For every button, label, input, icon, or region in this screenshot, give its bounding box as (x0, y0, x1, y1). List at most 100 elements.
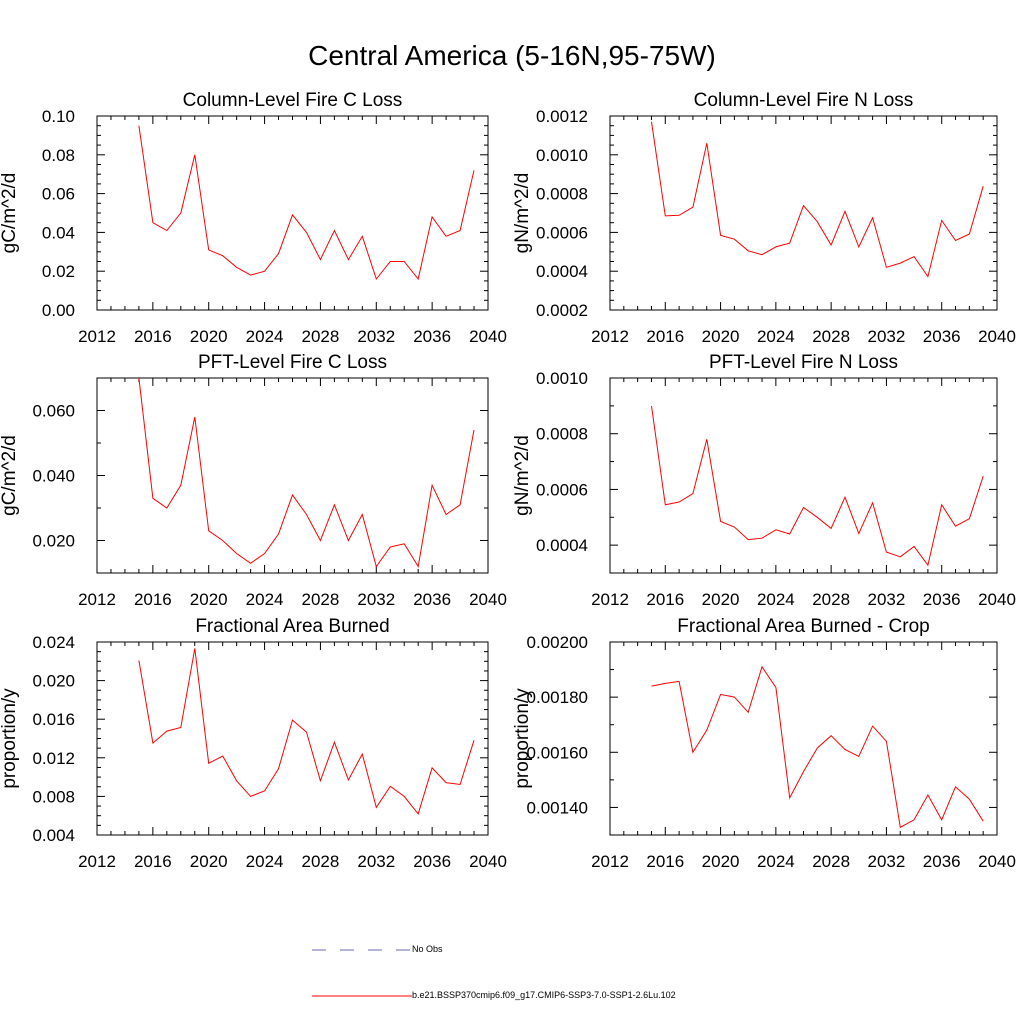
x-tick-label: 2024 (246, 590, 284, 609)
series-line (651, 121, 984, 278)
series-line (138, 378, 475, 568)
x-tick-label: 2032 (357, 327, 395, 346)
chart-panel-1: Column-Level Fire C Loss gC/m^2/d 2012 2016… (0, 90, 507, 346)
plot-frame (96, 377, 489, 574)
x-tick-label: 2028 (302, 590, 340, 609)
x-tick-label: 2012 (591, 590, 629, 609)
y-axis-label: gC/m^2/d (0, 173, 20, 254)
x-tick-label: 2028 (812, 852, 850, 871)
y-axis-label: gN/m^2/d (512, 173, 533, 254)
series-line (651, 665, 984, 829)
x-tick-label: 2012 (78, 852, 116, 871)
x-tick-label: 2040 (978, 590, 1016, 609)
y-tick-label: 0.04 (42, 223, 75, 242)
x-tick-label: 2016 (134, 327, 172, 346)
x-tick-label: 2024 (246, 852, 284, 871)
panel-title: Column-Level Fire N Loss (694, 90, 914, 111)
legend-no-obs: No Obs (312, 944, 443, 955)
x-tick-label: 2016 (646, 590, 684, 609)
y-tick-label: 0.00 (42, 301, 75, 320)
series-line (651, 405, 984, 567)
y-tick-label: 0.0006 (536, 223, 588, 242)
y-tick-label: 0.020 (32, 672, 75, 691)
x-tick-label: 2040 (978, 852, 1016, 871)
x-tick-label: 2016 (646, 852, 684, 871)
x-tick-label: 2028 (302, 327, 340, 346)
x-tick-label: 2028 (812, 590, 850, 609)
y-tick-label: 0.0002 (536, 301, 588, 320)
y-tick-label: 0.0010 (536, 146, 588, 165)
plot-frame (609, 641, 998, 836)
plot-frame (609, 115, 998, 311)
x-tick-label: 2020 (702, 590, 740, 609)
y-tick-label: 0.004 (32, 826, 75, 845)
legend-no-obs-line (312, 949, 412, 951)
x-tick-label: 2020 (190, 590, 228, 609)
x-tick-label: 2036 (923, 590, 961, 609)
x-tick-label: 2036 (923, 327, 961, 346)
x-tick-label: 2020 (190, 852, 228, 871)
x-tick-label: 2036 (413, 327, 451, 346)
chart-panel-2: Column-Level Fire N Loss gN/m^2/d 2012 2016… (512, 90, 1016, 346)
x-tick-label: 2032 (357, 590, 395, 609)
series-line (138, 125, 475, 281)
legend-model-run-line (312, 995, 412, 997)
figure-title: Central America (5-16N,95-75W) (308, 40, 716, 71)
x-tick-label: 2020 (702, 327, 740, 346)
x-tick-label: 2012 (78, 590, 116, 609)
x-tick-label: 2032 (868, 590, 906, 609)
x-tick-label: 2028 (812, 327, 850, 346)
y-tick-label: 0.020 (32, 532, 75, 551)
y-tick-label: 0.016 (32, 710, 75, 729)
plot-frame (609, 377, 998, 574)
x-tick-label: 2012 (591, 852, 629, 871)
x-tick-label: 2016 (134, 852, 172, 871)
y-tick-label: 0.040 (32, 467, 75, 486)
x-tick-label: 2036 (413, 590, 451, 609)
x-tick-label: 2032 (357, 852, 395, 871)
y-axis-label: proportion/y (512, 688, 533, 789)
x-tick-label: 2032 (868, 327, 906, 346)
y-tick-label: 0.00160 (527, 743, 588, 762)
y-axis-label: gC/m^2/d (0, 435, 20, 516)
plot-frame (96, 115, 489, 311)
panel-title: Fractional Area Burned (195, 616, 389, 637)
y-tick-label: 0.00180 (527, 688, 588, 707)
legend-model-run-label: b.e21.BSSP370cmip6.f09_g17.CMIP6-SSP3-7.… (412, 990, 676, 1000)
y-tick-label: 0.0012 (536, 107, 588, 126)
legend-no-obs-label: No Obs (412, 944, 443, 954)
y-tick-label: 0.06 (42, 185, 75, 204)
y-tick-label: 0.10 (42, 107, 75, 126)
y-axis-label: proportion/y (0, 688, 20, 789)
y-tick-label: 0.0008 (536, 425, 588, 444)
plot-frame (96, 641, 489, 836)
x-tick-label: 2032 (868, 852, 906, 871)
x-tick-label: 2012 (591, 327, 629, 346)
x-tick-label: 2024 (757, 327, 795, 346)
y-tick-label: 0.0006 (536, 480, 588, 499)
y-tick-label: 0.060 (32, 402, 75, 421)
x-tick-label: 2016 (134, 590, 172, 609)
series-line (138, 648, 475, 815)
x-tick-label: 2012 (78, 327, 116, 346)
y-tick-label: 0.012 (32, 749, 75, 768)
x-tick-label: 2036 (923, 852, 961, 871)
y-tick-label: 0.00140 (527, 798, 588, 817)
panel-title: PFT-Level Fire N Loss (709, 352, 898, 373)
y-tick-label: 0.008 (32, 787, 75, 806)
y-tick-label: 0.0004 (536, 262, 588, 281)
x-tick-label: 2036 (413, 852, 451, 871)
panel-title: Fractional Area Burned - Crop (677, 616, 929, 637)
chart-panel-6: Fractional Area Burned - Crop proportion/… (512, 616, 1016, 871)
x-tick-label: 2016 (646, 327, 684, 346)
y-tick-label: 0.00200 (527, 633, 588, 652)
x-tick-label: 2028 (302, 852, 340, 871)
x-tick-label: 2040 (469, 590, 507, 609)
x-tick-label: 2024 (246, 327, 284, 346)
x-tick-label: 2040 (469, 852, 507, 871)
x-tick-label: 2024 (757, 590, 795, 609)
panel-title: PFT-Level Fire C Loss (198, 352, 387, 373)
y-tick-label: 0.08 (42, 146, 75, 165)
y-tick-label: 0.0004 (536, 536, 588, 555)
